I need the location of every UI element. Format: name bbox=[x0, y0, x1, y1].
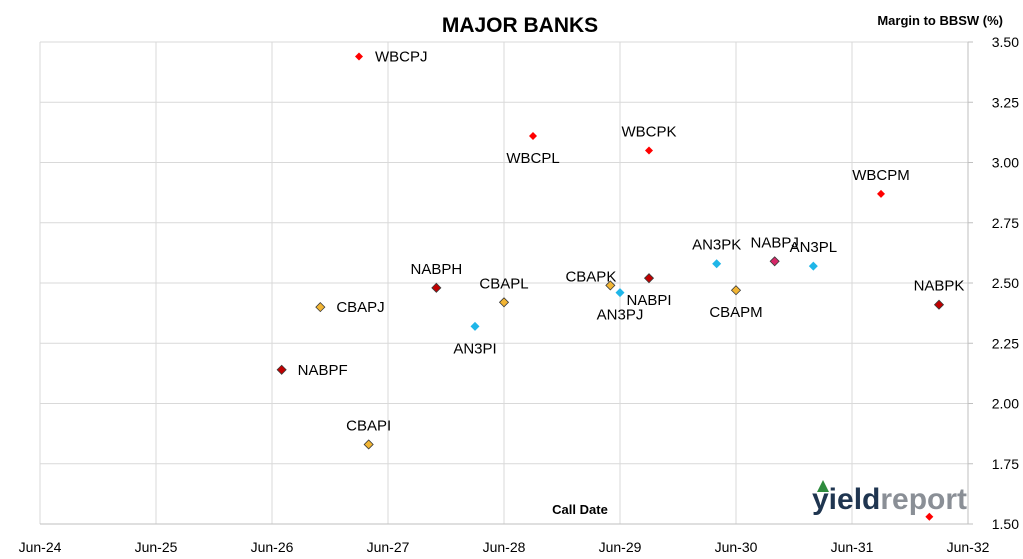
x-tick-label: Jun-32 bbox=[947, 539, 990, 555]
point-label-nabpi: NABPI bbox=[626, 292, 671, 309]
point-label-nabpk: NABPK bbox=[914, 278, 965, 295]
data-point-nabpi bbox=[643, 273, 655, 284]
y-axis-label: Margin to BBSW (%) bbox=[877, 13, 1003, 28]
point-label-an3pl: AN3PL bbox=[790, 239, 838, 256]
point-label-wbcpk: WBCPK bbox=[621, 123, 676, 140]
data-points: WBCPJ WBCPL WBCPK WBCPM NABPF NABPH NABPI NABPJ… bbox=[276, 48, 965, 521]
x-axis-label: Call Date bbox=[552, 502, 608, 517]
data-point-wbcpk bbox=[645, 146, 653, 155]
chart-title: MAJOR BANKS bbox=[442, 14, 598, 37]
y-tick-label: 3.00 bbox=[992, 155, 1019, 171]
data-point-cbapk bbox=[605, 280, 616, 291]
data-point-an3pk bbox=[712, 259, 722, 269]
y-tick-label: 3.25 bbox=[992, 94, 1019, 110]
data-point-nabpf bbox=[276, 364, 287, 375]
point-label-cbapl: CBAPL bbox=[479, 275, 528, 292]
data-point-nabpj bbox=[769, 256, 780, 267]
y-tick-label: 3.50 bbox=[992, 34, 1019, 50]
point-label-wbcpl: WBCPL bbox=[506, 150, 559, 167]
x-tick-label: Jun-26 bbox=[251, 539, 294, 555]
watermark-part2: report bbox=[880, 483, 967, 516]
x-tick-labels: Jun-24 Jun-25 Jun-26 Jun-27 Jun-28 Jun-29 Jun-… bbox=[19, 539, 990, 555]
data-point-cbapm bbox=[730, 285, 742, 296]
data-point-wbcpj bbox=[355, 52, 363, 61]
svg-text:yieldreport: yieldreport bbox=[812, 483, 967, 516]
point-label-an3pi: AN3PI bbox=[453, 340, 496, 357]
watermark-arrow-icon bbox=[817, 480, 829, 492]
x-tick-label: Jun-24 bbox=[19, 539, 62, 555]
point-label-cbapk: CBAPK bbox=[565, 268, 616, 285]
x-tick-label: Jun-28 bbox=[483, 539, 526, 555]
point-label-wbcpm: WBCPM bbox=[852, 167, 910, 184]
data-point-nabpk bbox=[933, 299, 945, 310]
data-point-wbcpm bbox=[877, 189, 885, 198]
x-tick-label: Jun-31 bbox=[831, 539, 874, 555]
point-label-cbapm: CBAPM bbox=[709, 304, 762, 321]
y-tick-labels: 1.50 1.75 2.00 2.25 2.50 2.75 3.00 3.25 3.50 bbox=[992, 34, 1019, 532]
point-label-an3pk: AN3PK bbox=[692, 237, 741, 254]
data-point-unlabeled bbox=[925, 512, 934, 521]
x-tick-label: Jun-27 bbox=[367, 539, 410, 555]
data-point-an3pi bbox=[470, 321, 480, 331]
point-label-an3pj: AN3PJ bbox=[597, 307, 644, 324]
point-label-cbapj: CBAPJ bbox=[336, 299, 384, 316]
y-tick-label: 2.00 bbox=[992, 396, 1019, 412]
y-tick-label: 1.50 bbox=[992, 516, 1019, 532]
data-point-nabph bbox=[431, 282, 442, 293]
x-tick-label: Jun-29 bbox=[599, 539, 642, 555]
y-tick-label: 2.50 bbox=[992, 275, 1019, 291]
data-point-cbapl bbox=[498, 297, 510, 308]
point-label-nabph: NABPH bbox=[410, 261, 462, 278]
point-label-nabpj: NABPJ bbox=[750, 234, 798, 251]
point-label-nabpf: NABPF bbox=[298, 362, 348, 379]
x-tick-label: Jun-25 bbox=[135, 539, 178, 555]
y-tick-label: 2.75 bbox=[992, 215, 1019, 231]
point-label-cbapi: CBAPI bbox=[346, 417, 391, 434]
data-point-wbcpl bbox=[529, 131, 537, 140]
x-tick-label: Jun-30 bbox=[715, 539, 758, 555]
point-label-wbcpj: WBCPJ bbox=[375, 48, 428, 65]
y-tick-label: 1.75 bbox=[992, 456, 1019, 472]
y-tick-label: 2.25 bbox=[992, 335, 1019, 351]
data-point-cbapi bbox=[363, 439, 374, 450]
watermark-logo: yieldreport bbox=[812, 480, 967, 516]
data-point-an3pj bbox=[615, 288, 625, 298]
data-point-an3pl bbox=[808, 261, 818, 271]
data-point-cbapj bbox=[315, 302, 326, 313]
